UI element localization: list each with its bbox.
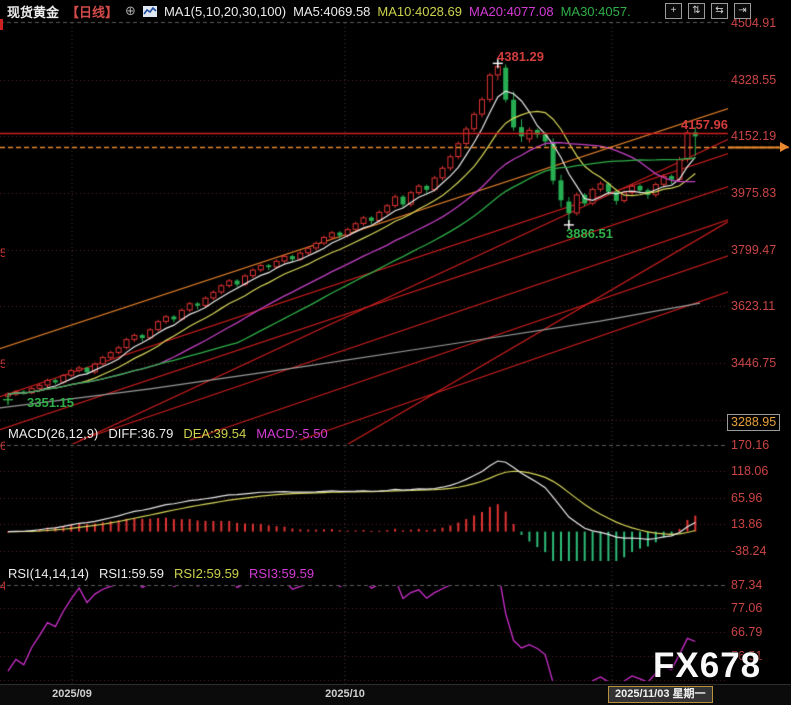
instrument-title: 现货黄金 — [7, 4, 60, 20]
left-edge-fragment — [0, 19, 3, 30]
last-price-annotation: 4157.96 — [681, 117, 728, 132]
y-axis-scale-icon[interactable]: ⇅ — [688, 3, 705, 19]
chart-header: 现货黄金 【日线】 ⊕ MA1(5,10,20,30,100) MA5:4069… — [0, 0, 791, 22]
left-edge-fragment: 4 — [0, 579, 5, 593]
macd-diff-value: DIFF:36.79 — [108, 426, 174, 441]
rsi-axis-tick: 56.51 — [731, 649, 763, 663]
rsi3-value: RSI3:59.59 — [249, 566, 315, 581]
price-axis-tick: 3446.75 — [731, 356, 777, 370]
rsi-axis-tick: 87.34 — [731, 578, 763, 592]
ma5-value: MA5:4069.58 — [293, 3, 371, 19]
macd-axis-tick: 13.86 — [731, 517, 763, 531]
macd-axis-tick: 118.06 — [731, 464, 769, 478]
macd-dea-value: DEA:39.54 — [183, 426, 247, 441]
rsi-params-label: RSI(14,14,14) — [8, 566, 89, 581]
high-price-annotation: 4381.29 — [497, 49, 544, 64]
chart-style-icon[interactable] — [142, 5, 157, 17]
price-axis-tick: 4152.19 — [731, 129, 777, 143]
chart-toolbar: + ⇅ ⇆ ⇥ — [665, 3, 751, 19]
pop-out-icon[interactable]: ⇥ — [734, 3, 751, 19]
price-pointer-icon — [780, 142, 789, 152]
ma-params-label: MA1(5,10,20,30,100) — [163, 3, 287, 19]
price-axis-tick: 4328.55 — [731, 73, 777, 87]
time-axis-bar — [0, 684, 791, 705]
ma10-value: MA10:4028.69 — [377, 3, 462, 19]
rsi-axis-tick: 77.06 — [731, 601, 763, 615]
x-axis-scale-icon[interactable]: ⇆ — [711, 3, 728, 19]
left-edge-fragment: 5 — [0, 357, 5, 371]
macd-axis-tick: 170.16 — [731, 438, 770, 452]
swing-low-annotation: 3886.51 — [566, 226, 613, 241]
left-edge-fragment: 6 — [0, 439, 5, 453]
add-indicator-icon[interactable]: ⊕ — [125, 3, 136, 18]
price-axis-tick: 3975.83 — [731, 186, 777, 200]
period-label: 【日线】 — [66, 4, 119, 20]
ma20-value: MA20:4077.08 — [469, 3, 554, 19]
crosshair-date-badge: 2025/11/03 星期一 — [608, 686, 713, 703]
macd-params-label: MACD(26,12,9) — [8, 426, 99, 441]
macd-axis-tick: -38.24 — [731, 544, 767, 558]
macd-label-row: MACD(26,12,9) DIFF:36.79 DEA:39.54 MACD:… — [8, 426, 328, 441]
time-axis-month: 2025/10 — [325, 688, 365, 700]
rsi2-value: RSI2:59.59 — [173, 566, 240, 581]
macd-axis-tick: 65.96 — [731, 491, 763, 505]
left-edge-fragment: 5 — [0, 246, 5, 260]
rsi-axis-tick: 66.79 — [731, 625, 763, 639]
ma30-value: MA30:4057. — [560, 3, 631, 19]
price-axis-tick: 4504.91 — [731, 16, 777, 30]
macd-value: MACD:-5.50 — [256, 426, 328, 441]
time-axis-month: 2025/09 — [52, 688, 92, 700]
price-axis-min-badge: 3288.95 — [727, 414, 781, 431]
crosshair-icon[interactable]: + — [665, 3, 682, 19]
low-price-annotation: 3351.15 — [27, 395, 74, 410]
price-axis-tick: 3799.47 — [731, 243, 777, 257]
rsi-label-row: RSI(14,14,14) RSI1:59.59 RSI2:59.59 RSI3… — [8, 566, 314, 581]
watermark: FX678 — [653, 646, 762, 685]
rsi1-value: RSI1:59.59 — [98, 566, 164, 581]
price-axis-tick: 3623.11 — [731, 299, 776, 313]
